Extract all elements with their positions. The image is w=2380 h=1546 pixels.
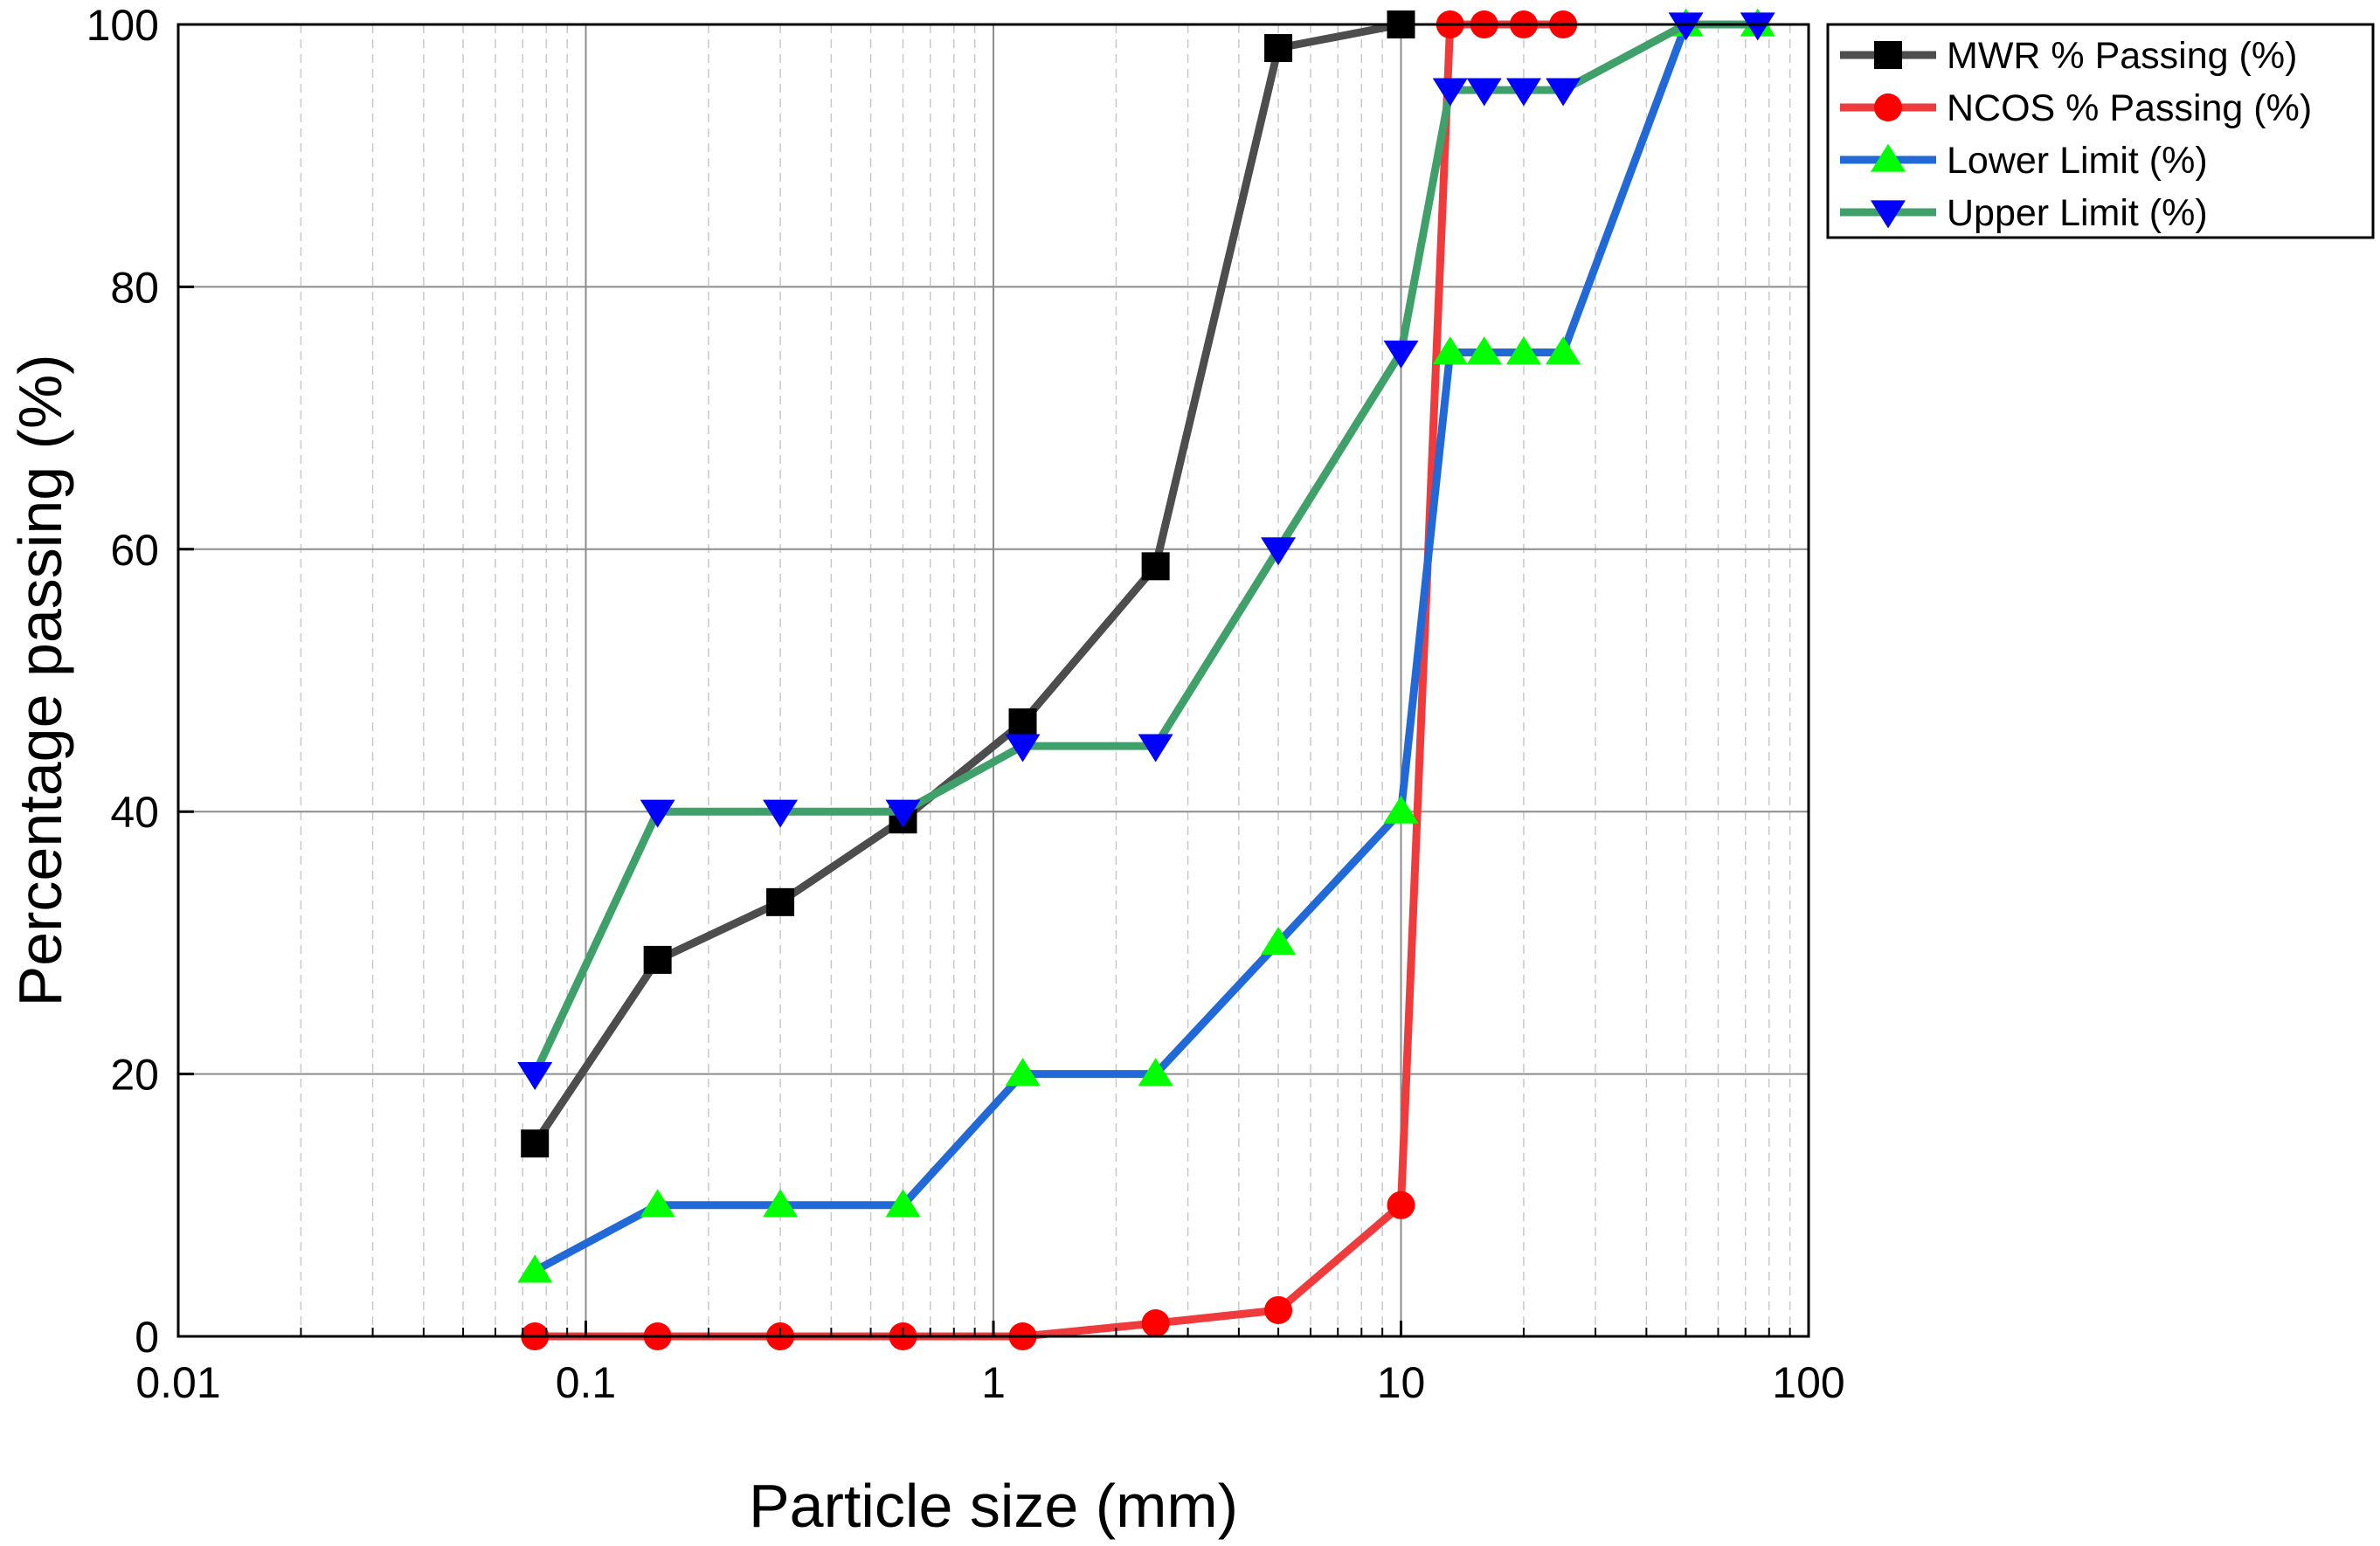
series-1-point [521, 1129, 550, 1158]
legend-box [1826, 23, 2375, 239]
series-3-point [1505, 336, 1541, 365]
x-tick-label: 1 [981, 1358, 1006, 1407]
series-2-point [1387, 1191, 1415, 1219]
series-4-point [1466, 78, 1502, 107]
legend-swatch-marker [1874, 41, 1902, 69]
legend-swatch-marker [1874, 93, 1902, 121]
series-4-point [1261, 537, 1297, 566]
series-4-point [1740, 12, 1775, 41]
series-3-point [1466, 336, 1502, 365]
legend-label: MWR % Passing (%) [1947, 35, 2297, 77]
series-4 [517, 12, 1775, 1090]
legend-label: Upper Limit (%) [1947, 192, 2208, 234]
x-tick-label: 100 [1772, 1358, 1844, 1407]
legend-swatch-marker [1871, 143, 1906, 172]
series-3-point [517, 1254, 553, 1283]
y-tick-label: 80 [110, 263, 159, 312]
series-1-line [530, 20, 1405, 1148]
series-1 [521, 10, 1415, 1158]
series-1-point [1008, 708, 1037, 737]
series-1-point [766, 887, 795, 916]
legend-label: NCOS % Passing (%) [1947, 87, 2312, 129]
series-3-point [1432, 336, 1468, 365]
y-tick-label: 40 [110, 788, 159, 837]
series-4-point [1546, 78, 1581, 107]
series-3-point [885, 1189, 921, 1218]
series-4-point [1432, 78, 1468, 107]
legend: MWR % Passing (%) NCOS % Passing (%) Lower… [1826, 23, 2375, 239]
series-1-point [1264, 34, 1293, 63]
series-4-point [517, 1062, 553, 1090]
series-3-point [1383, 795, 1419, 824]
x-axis-title: Particle size (mm) [749, 1472, 1238, 1540]
x-tick-label: 0.1 [556, 1358, 617, 1407]
series-4-point [640, 799, 675, 828]
legend-swatch-marker [1871, 200, 1906, 229]
axis-ticks: 0.01 0.1 1 10 100 0 20 40 60 80 100 [86, 1, 1845, 1407]
series-3-point [1005, 1058, 1041, 1087]
x-tick-label: 10 [1377, 1358, 1426, 1407]
series-2-point [1141, 1308, 1170, 1337]
series-3-point [763, 1189, 799, 1218]
series-4-point [763, 799, 799, 828]
series-2-point [1264, 1295, 1293, 1324]
series-4-point [1383, 340, 1419, 369]
y-tick-label: 60 [110, 526, 159, 575]
y-tick-label: 20 [110, 1051, 159, 1100]
series-4-point [1005, 734, 1041, 763]
x-tick-label: 0.01 [135, 1358, 220, 1407]
y-tick-label: 0 [135, 1313, 159, 1362]
series-1-point [1141, 552, 1170, 581]
series-3-point [640, 1189, 675, 1218]
series-1-point [643, 945, 672, 974]
series-3-point [1261, 927, 1297, 955]
y-axis-title: Percentage passing (%) [6, 354, 74, 1006]
y-tick-label: 100 [86, 1, 159, 50]
series-4-point [1668, 12, 1704, 41]
series-3-point [1546, 336, 1581, 365]
series-4-point [1138, 734, 1173, 763]
series-3-point [1138, 1058, 1173, 1087]
series-4-point [1505, 78, 1541, 107]
series-4-point [885, 799, 921, 828]
legend-label: Lower Limit (%) [1947, 140, 2208, 182]
